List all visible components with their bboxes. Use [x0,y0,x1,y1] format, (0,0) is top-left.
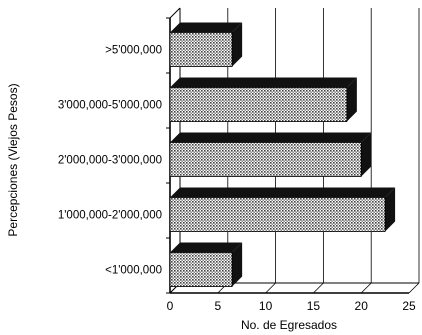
y-category-label: 1'000,000-2'000,000 [58,210,162,222]
bar [169,142,362,177]
y-category-label: 3'000,000-5'000,000 [58,100,162,112]
bar-side-face [232,242,243,287]
y-category-label: 2'000,000-3'000,000 [58,155,162,167]
grid-floor-line [313,282,324,294]
bar-top-face [170,242,243,253]
y-category-label: >5'000,000 [105,45,162,57]
x-tick-label: 15 [307,299,321,313]
bars [169,22,396,287]
bar-side-face [346,77,357,122]
y-category-labels: >5'000,000 3'000,000-5'000,000 2'000,000-3… [58,45,162,277]
y-category-label: <1'000,000 [105,265,162,277]
bar-side-face [361,132,372,177]
bar [169,32,233,67]
bar [169,252,233,287]
bar-side-face [232,22,243,67]
bar-side-face [385,187,396,232]
grid-floor-line [360,282,372,294]
x-tick-label: 20 [355,299,369,313]
x-tick-label: 10 [259,299,273,313]
axis-depth-line [169,7,181,19]
x-tick-labels: 0 5 10 15 20 25 [167,299,416,313]
bar-top-face [170,132,372,143]
x-axis-title: No. de Egresados [241,318,337,332]
bar-top-face [170,22,243,33]
grid-floor-line [408,282,420,294]
bar-top-face [170,77,357,88]
bar-top-face [170,187,396,198]
x-tick-label: 5 [214,299,221,313]
x-tick-label: 25 [402,299,416,313]
x-tick-label: 0 [167,299,174,313]
bar [169,87,348,122]
grid-floor-line [265,282,276,294]
bar [169,197,386,232]
y-axis-title: Percepciones (Viejos Pesos) [6,83,20,236]
